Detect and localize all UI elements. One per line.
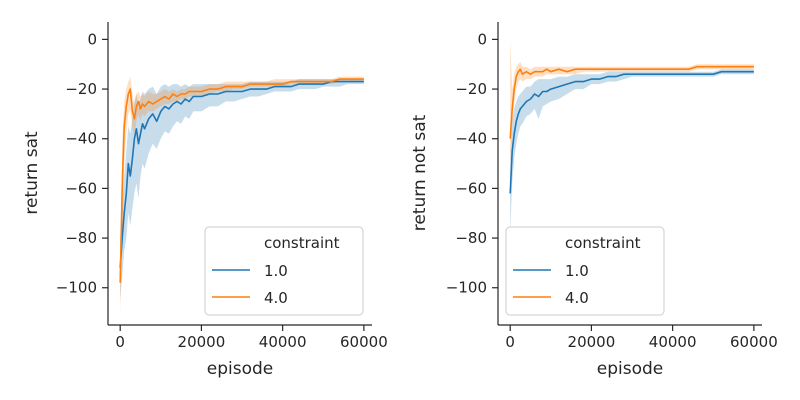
axis-ticks: 0 20000 40000 60000 0 −20 −40 −60 −80 −100 xyxy=(56,30,388,351)
y-tick-label: 0 xyxy=(477,30,487,48)
band-1.0 xyxy=(120,79,364,301)
legend-label-1.0: 1.0 xyxy=(565,262,589,280)
legend-box xyxy=(505,226,665,316)
y-tick-label: −60 xyxy=(65,179,97,197)
series-lines xyxy=(509,65,754,194)
x-axis-label: episode xyxy=(597,359,663,379)
x-tick-label: 40000 xyxy=(259,333,307,351)
series-line-4.0 xyxy=(119,78,364,283)
y-tick-label: 0 xyxy=(87,30,97,48)
series-line-4.0 xyxy=(509,65,754,139)
y-tick-label: −40 xyxy=(65,130,97,148)
series-lines xyxy=(119,78,364,283)
series-line-1.0 xyxy=(509,70,754,194)
x-tick-label: 20000 xyxy=(568,333,616,351)
band-4.0 xyxy=(120,76,364,313)
confidence-bands xyxy=(120,76,364,313)
series-line-1.0 xyxy=(119,80,364,268)
y-tick-label: −100 xyxy=(56,279,97,297)
legend-label-1.0: 1.0 xyxy=(264,262,288,280)
x-tick-label: 20000 xyxy=(178,333,226,351)
y-tick-label: −40 xyxy=(455,130,487,148)
x-tick-label: 40000 xyxy=(649,333,697,351)
legend-title: constraint xyxy=(264,234,340,252)
y-tick-label: −60 xyxy=(455,179,487,197)
x-tick-label: 0 xyxy=(505,333,515,351)
y-axis-label: return sat xyxy=(22,131,42,215)
y-tick-label: −80 xyxy=(65,229,97,247)
y-tick-label: −20 xyxy=(65,80,97,98)
y-tick-label: −80 xyxy=(455,229,487,247)
chart-left: 0 20000 40000 60000 0 −20 −40 −60 −80 −100 episod… xyxy=(22,22,388,379)
legend-box xyxy=(204,226,364,316)
legend-label-4.0: 4.0 xyxy=(264,289,288,307)
y-tick-label: −100 xyxy=(446,279,487,297)
x-tick-label: 60000 xyxy=(730,333,778,351)
legend-title: constraint xyxy=(565,234,641,252)
x-tick-label: 60000 xyxy=(340,333,388,351)
legend: constraint 1.0 4.0 xyxy=(505,226,665,316)
legend: constraint 1.0 4.0 xyxy=(204,226,364,316)
x-axis-label: episode xyxy=(207,359,273,379)
y-tick-label: −20 xyxy=(455,80,487,98)
chart-right: 0 20000 40000 60000 0 −20 −40 −60 −80 −100 episod… xyxy=(410,22,778,379)
band-1.0 xyxy=(510,69,754,234)
x-tick-label: 0 xyxy=(115,333,125,351)
legend-label-4.0: 4.0 xyxy=(565,289,589,307)
y-axis-label: return not sat xyxy=(410,114,430,231)
axis-ticks: 0 20000 40000 60000 0 −20 −40 −60 −80 −100 xyxy=(446,30,778,351)
